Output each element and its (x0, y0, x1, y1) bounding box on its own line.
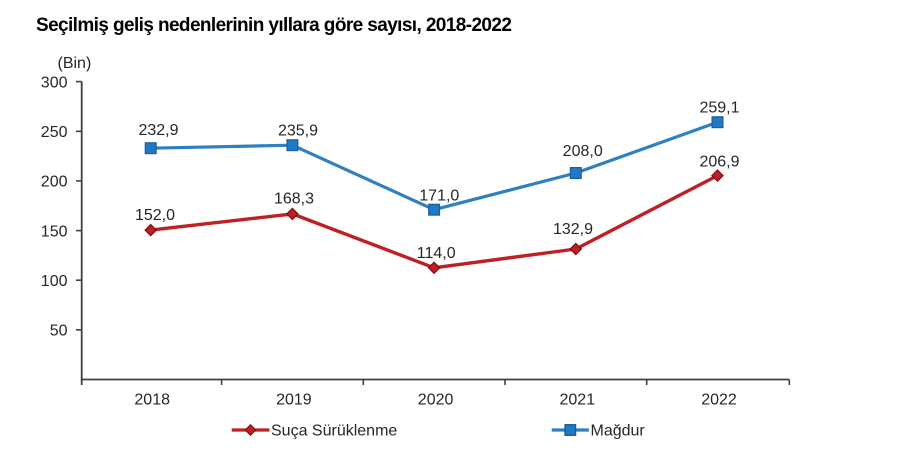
svg-text:300: 300 (41, 74, 68, 91)
svg-text:100: 100 (41, 273, 68, 290)
svg-text:168,3: 168,3 (274, 191, 314, 208)
svg-text:(Bin): (Bin) (58, 55, 92, 72)
svg-text:152,0: 152,0 (135, 207, 175, 224)
svg-text:150: 150 (41, 223, 68, 240)
svg-text:Mağdur: Mağdur (591, 423, 646, 440)
svg-text:206,9: 206,9 (699, 154, 739, 171)
svg-text:171,0: 171,0 (419, 188, 459, 205)
svg-text:114,0: 114,0 (417, 245, 456, 262)
svg-text:2021: 2021 (560, 391, 596, 408)
svg-text:250: 250 (41, 124, 68, 141)
svg-text:2020: 2020 (418, 391, 454, 408)
svg-text:Suça Sürüklenme: Suça Sürüklenme (271, 423, 397, 440)
svg-text:208,0: 208,0 (563, 143, 603, 160)
svg-text:Seçilmiş geliş nedenlerinin yı: Seçilmiş geliş nedenlerinin yıllara göre… (36, 15, 511, 36)
svg-text:132,9: 132,9 (553, 221, 593, 238)
svg-text:2019: 2019 (276, 391, 312, 408)
svg-text:2022: 2022 (701, 391, 737, 408)
svg-text:259,1: 259,1 (699, 100, 739, 117)
svg-text:50: 50 (50, 323, 68, 340)
svg-text:2018: 2018 (134, 391, 170, 408)
svg-text:200: 200 (41, 174, 68, 191)
svg-text:235,9: 235,9 (278, 123, 318, 140)
svg-text:232,9: 232,9 (138, 122, 178, 139)
